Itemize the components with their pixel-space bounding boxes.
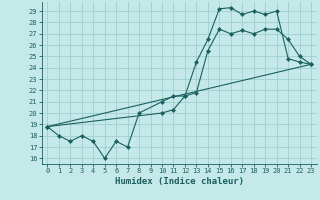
X-axis label: Humidex (Indice chaleur): Humidex (Indice chaleur) — [115, 177, 244, 186]
